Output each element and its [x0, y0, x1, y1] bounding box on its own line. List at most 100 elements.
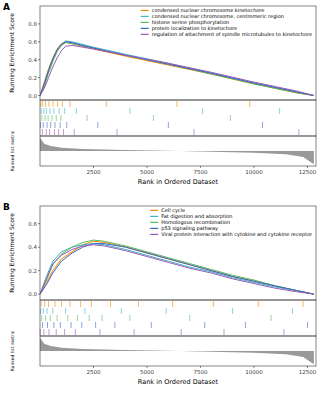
- hit-tick: [47, 308, 48, 314]
- legend-label: regulation of attachment of spindle micr…: [152, 31, 312, 38]
- hit-tick: [60, 322, 61, 328]
- metric-frame: [40, 336, 316, 366]
- hit-tick: [99, 329, 100, 335]
- hit-tick: [87, 115, 88, 121]
- hit-tick: [117, 129, 118, 135]
- y-axis-label: Running Enrichment Score: [8, 213, 16, 293]
- x-tick: [146, 366, 147, 368]
- y-tick: [38, 23, 40, 24]
- hit-tick: [298, 129, 299, 135]
- legend: condensed nuclear chromosome kinetochore…: [141, 7, 312, 38]
- hit-tick: [77, 315, 78, 321]
- hit-tick: [47, 322, 48, 328]
- es-line: [40, 41, 314, 96]
- hit-tick: [52, 308, 53, 314]
- hit-tick: [81, 322, 82, 328]
- x-tick: [200, 366, 201, 368]
- hit-tick: [41, 115, 42, 121]
- y-tick: [38, 41, 40, 42]
- hit-tick: [69, 101, 70, 107]
- legend-swatch: [150, 228, 158, 229]
- hit-frame: [40, 300, 316, 336]
- legend-swatch: [141, 22, 149, 23]
- hit-tick: [202, 108, 203, 114]
- hit-tick: [66, 122, 67, 128]
- hit-tick: [60, 115, 61, 121]
- hit-tick: [189, 315, 190, 321]
- hit-tick: [60, 122, 61, 128]
- es-line: [40, 245, 314, 294]
- hit-tick: [64, 329, 65, 335]
- hit-tick: [42, 101, 43, 107]
- legend-swatch: [141, 10, 149, 11]
- panel: A0.00.20.40.60.8Running Enrichment Score…: [3, 2, 317, 186]
- panel-label: B: [3, 202, 10, 212]
- hit-tick: [59, 108, 60, 114]
- x-tick-label: 12500: [299, 369, 317, 375]
- hit-tick: [50, 108, 51, 114]
- y-tick-label: 0.4: [28, 57, 37, 63]
- y-tick: [38, 270, 40, 271]
- legend-swatch: [150, 222, 158, 223]
- hit-tick: [51, 115, 52, 121]
- x-tick-label: 12500: [299, 169, 317, 175]
- hit-tick: [56, 115, 57, 121]
- panel: B0.00.20.40.6Running Enrichment ScoreCel…: [3, 202, 317, 386]
- x-tick: [307, 366, 308, 368]
- hit-tick: [53, 322, 54, 328]
- x-tick: [93, 166, 94, 168]
- hit-tick: [45, 101, 46, 107]
- x-tick: [307, 166, 308, 168]
- figure: A0.00.20.40.60.8Running Enrichment Score…: [0, 0, 323, 400]
- hit-tick: [49, 129, 50, 135]
- metric-area-group: [40, 338, 314, 365]
- hit-tick: [102, 315, 103, 321]
- hit-tick: [43, 122, 44, 128]
- es-lines: [40, 240, 314, 294]
- metric-label: Ranked list metric: [10, 330, 15, 371]
- legend-swatch: [141, 16, 149, 17]
- panel-label: A: [3, 2, 10, 12]
- y-tick-label: 0.4: [28, 244, 37, 250]
- hit-tick: [230, 115, 231, 121]
- es-line: [40, 240, 314, 294]
- hit-tick: [76, 108, 77, 114]
- hit-tick: [57, 315, 58, 321]
- x-tick: [146, 166, 147, 168]
- hit-tick: [110, 301, 111, 307]
- x-tick-label: 2500: [86, 369, 100, 375]
- hit-tick: [249, 101, 250, 107]
- hit-tick: [67, 315, 68, 321]
- hit-tick: [65, 308, 66, 314]
- hit-tick: [121, 308, 122, 314]
- x-tick-label: 5000: [140, 169, 154, 175]
- hit-tick: [91, 301, 92, 307]
- hit-tick: [114, 322, 115, 328]
- hit-tick: [43, 329, 44, 335]
- x-tick: [93, 366, 94, 368]
- hit-tick: [62, 101, 63, 107]
- hit-tick: [166, 308, 167, 314]
- metric-frame: [40, 136, 316, 166]
- legend-swatch: [150, 210, 158, 211]
- hit-tick: [89, 315, 90, 321]
- y-tick-label: 0.0: [28, 291, 37, 297]
- hit-tick: [48, 301, 49, 307]
- legend-swatch: [150, 234, 158, 235]
- hit-tick: [56, 329, 57, 335]
- x-tick: [253, 166, 254, 168]
- hit-tick: [95, 322, 96, 328]
- hit-tick: [176, 101, 177, 107]
- hit-tick: [129, 315, 130, 321]
- hit-tick: [224, 329, 225, 335]
- hit-tick: [57, 101, 58, 107]
- hit-tick: [153, 115, 154, 121]
- hit-tick: [41, 301, 42, 307]
- es-line: [40, 43, 314, 96]
- es-line: [40, 241, 314, 294]
- es-line: [40, 244, 314, 295]
- metric-area: [40, 338, 314, 365]
- hit-tick: [75, 329, 76, 335]
- x-tick: [253, 366, 254, 368]
- hit-tick: [213, 301, 214, 307]
